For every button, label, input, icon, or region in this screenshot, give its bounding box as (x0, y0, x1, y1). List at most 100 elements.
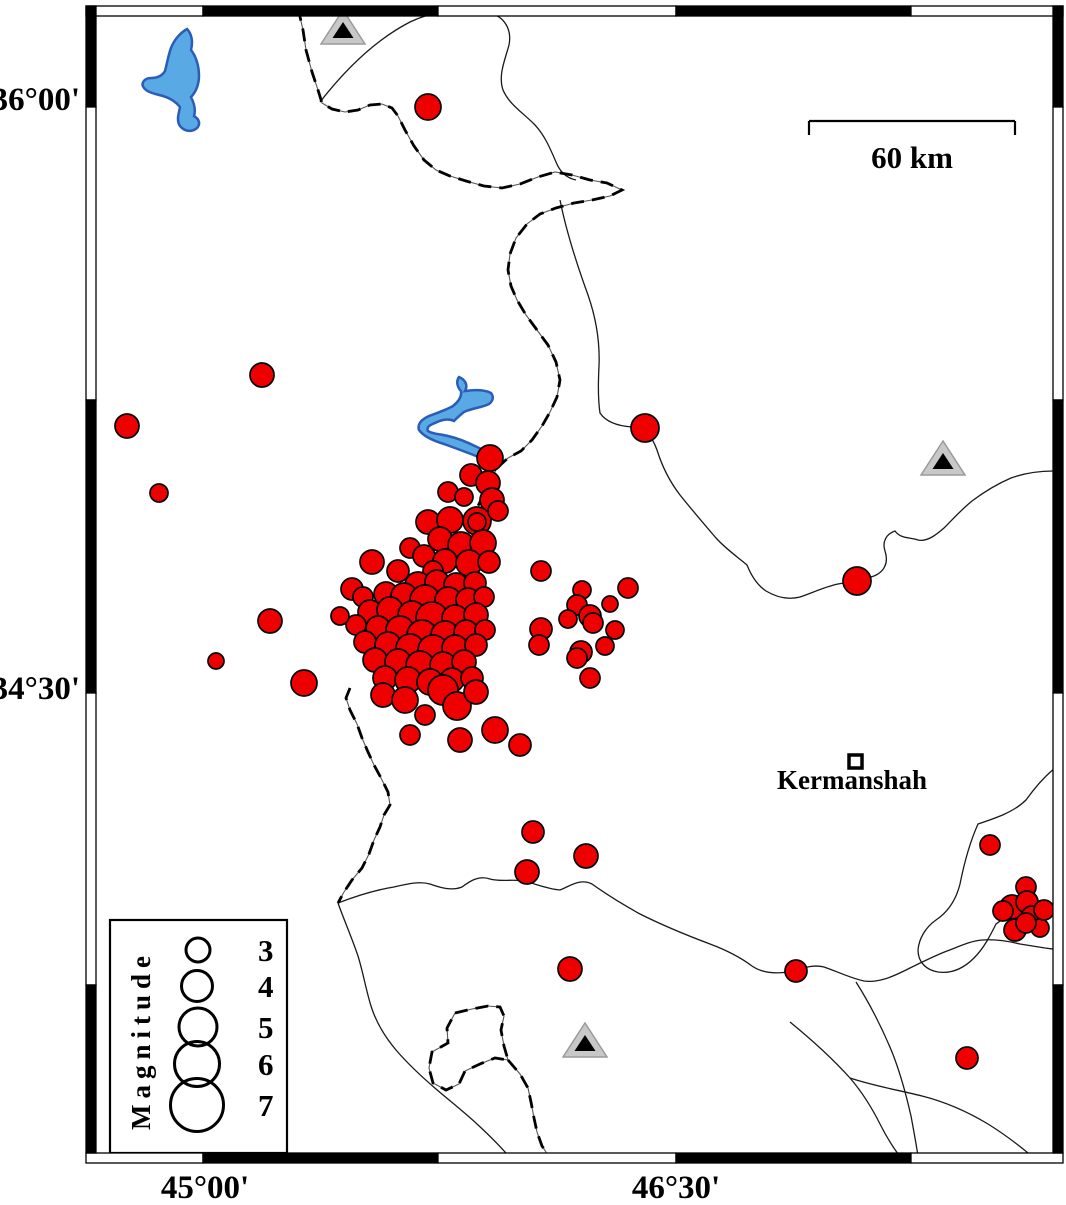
frame-band-segment (437, 1152, 677, 1164)
station-triangle-inner-icon (932, 453, 954, 469)
axis-label-lon-west: 45°00' (161, 1170, 249, 1205)
frame-band-segment (675, 1152, 912, 1164)
legend-magnitude-label: 4 (258, 969, 274, 1004)
earthquake-marker (414, 704, 436, 726)
lake-northwest (141, 27, 201, 133)
station-triangle (919, 439, 967, 476)
earthquake-open-marker (467, 512, 487, 532)
frame-band-segment (202, 1152, 439, 1164)
map-content: Kermanshah 60 km (114, 16, 1053, 1153)
station-triangle-inner-icon (574, 1035, 596, 1051)
earthquake-marker (842, 566, 872, 596)
legend-box (108, 918, 289, 1155)
border-line-dashed (427, 1004, 510, 1092)
border-lines (298, 16, 626, 1153)
legend-magnitude-label: 5 (258, 1010, 274, 1045)
frame-band-segment (1052, 399, 1064, 694)
frame-band-segment (202, 5, 439, 17)
river-line (337, 877, 1053, 983)
earthquake-marker (514, 859, 540, 885)
earthquake-marker (476, 444, 504, 472)
river-lines (319, 16, 1053, 1153)
frame-band-segment (85, 1152, 204, 1164)
legend-magnitude-circle (173, 1040, 221, 1088)
river-line (337, 902, 507, 1153)
river-line (855, 981, 919, 1153)
earthquake-marker (573, 843, 599, 869)
earthquake-marker (528, 634, 550, 656)
lake-central (417, 375, 497, 461)
frame-band-segment (1052, 984, 1064, 1154)
frame-band-segment (1052, 692, 1064, 986)
frame-band-segment (675, 5, 912, 17)
earthquake-marker (249, 362, 275, 388)
earthquake-marker (508, 733, 532, 757)
axis-label-lat-north: 36°00' (0, 82, 80, 118)
river-line (789, 1021, 899, 1153)
earthquake-marker (558, 609, 578, 629)
earthquake-markers (114, 93, 1053, 1070)
legend-magnitude-label: 3 (258, 933, 274, 968)
legend-magnitude-circle (184, 936, 212, 964)
border-line-dashed (506, 1059, 549, 1153)
legend-magnitude-circle (169, 1077, 225, 1133)
earthquake-marker (487, 500, 509, 522)
earthquake-marker (149, 483, 169, 503)
station-triangle (561, 1021, 609, 1058)
frame-band-segment (85, 984, 97, 1154)
earthquake-marker (481, 716, 509, 744)
earthquake-marker (617, 577, 639, 599)
earthquake-marker (454, 487, 474, 507)
map-frame (85, 5, 1064, 1164)
legend-title: Magnitude (126, 950, 156, 1130)
earthquake-marker (557, 956, 583, 982)
earthquake-marker (955, 1046, 979, 1070)
earthquake-marker (1033, 899, 1053, 921)
frame-band-segment (1052, 5, 1064, 108)
earthquake-marker (582, 612, 604, 634)
legend-magnitude-circle (177, 1006, 219, 1048)
earthquake-marker (463, 679, 489, 705)
earthquake-marker (477, 550, 501, 574)
axis-labels: 36°00' 34°30' 45°00' 46°30' (0, 82, 720, 1205)
earthquake-marker (359, 549, 385, 575)
scale-bar-label: 60 km (871, 140, 953, 175)
river-line (917, 768, 1053, 974)
earthquake-marker (784, 959, 808, 983)
earthquake-marker (605, 620, 625, 640)
city-square-marker (847, 753, 864, 770)
earthquake-marker (630, 413, 660, 443)
axis-label-lon-east: 46°30' (632, 1170, 720, 1205)
earthquake-marker (579, 667, 601, 689)
earthquake-marker (391, 686, 419, 714)
frame-band-segment (85, 399, 97, 694)
earthquake-marker (290, 669, 318, 697)
earthquake-marker (464, 633, 488, 657)
station-triangle (319, 16, 367, 45)
earthquake-marker (207, 652, 225, 670)
earthquake-marker (414, 93, 442, 121)
city-kermanshah: Kermanshah (777, 753, 927, 795)
earthquake-marker (442, 691, 472, 721)
frame-band-segment (85, 5, 204, 17)
frame-band-segment (437, 5, 677, 17)
station-markers (319, 16, 967, 1058)
city-label: Kermanshah (777, 765, 927, 795)
earthquake-marker (386, 559, 410, 583)
axis-label-lat-south: 34°30' (0, 671, 80, 707)
earthquake-marker (257, 608, 283, 634)
earthquake-marker (114, 413, 140, 439)
legend-magnitude-label: 6 (258, 1047, 274, 1082)
station-triangle-inner-icon (332, 22, 354, 38)
earthquake-marker (370, 682, 396, 708)
legend-magnitude-circle (180, 969, 214, 1003)
river-line (319, 16, 577, 181)
lakes (141, 27, 497, 461)
earthquake-marker (979, 834, 1001, 856)
earthquake-marker (447, 727, 473, 753)
scale-bar: 60 km (807, 119, 1017, 175)
border-line-dashed (298, 16, 626, 507)
earthquake-marker (992, 900, 1014, 922)
legend-magnitude-label: 7 (258, 1088, 274, 1123)
